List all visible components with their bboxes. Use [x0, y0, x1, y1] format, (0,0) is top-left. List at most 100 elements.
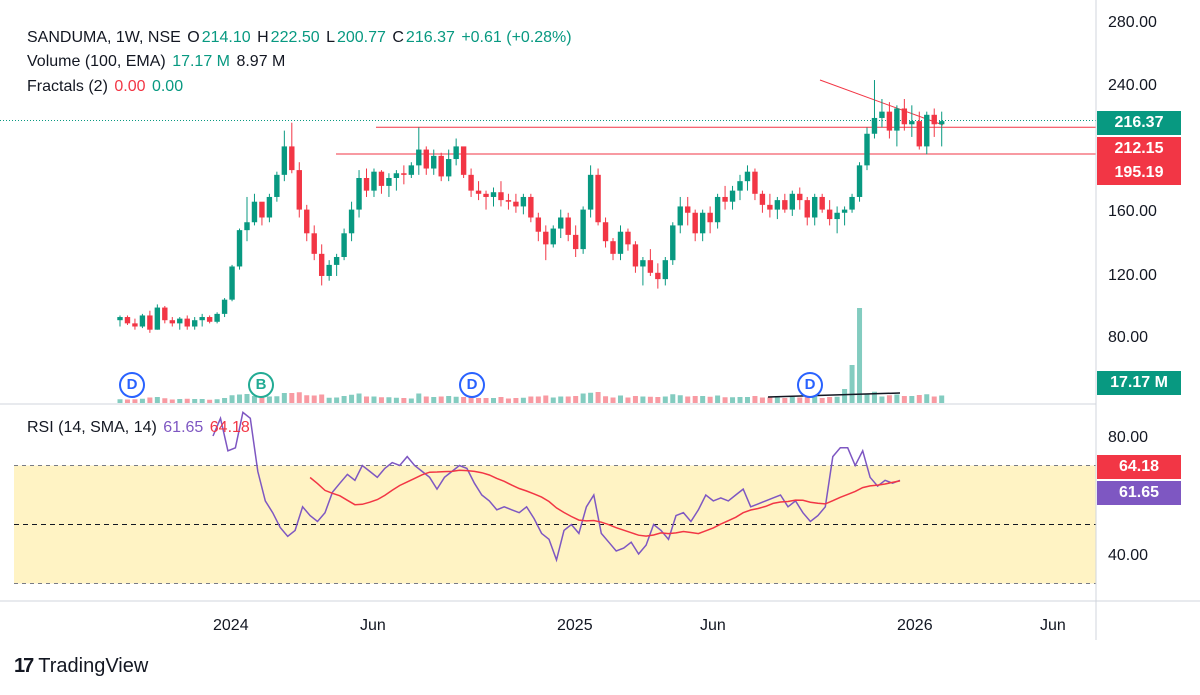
candle[interactable] — [670, 222, 676, 265]
candle[interactable] — [214, 312, 220, 324]
candle[interactable] — [162, 305, 168, 324]
candle[interactable] — [729, 185, 736, 210]
candle[interactable] — [408, 162, 415, 178]
candle[interactable] — [296, 162, 302, 218]
candle[interactable] — [244, 196, 250, 242]
candle[interactable] — [909, 105, 915, 137]
candle[interactable] — [498, 181, 504, 207]
candle[interactable] — [528, 193, 534, 223]
rsi-legend[interactable]: RSI (14, SMA, 14) 61.65 64.18 — [27, 418, 252, 438]
candle[interactable] — [931, 108, 937, 137]
candle[interactable] — [901, 99, 908, 131]
candle[interactable] — [625, 228, 631, 251]
candle[interactable] — [199, 313, 205, 327]
candle[interactable] — [281, 130, 288, 182]
candle[interactable] — [774, 196, 781, 220]
candle[interactable] — [714, 193, 721, 229]
candle[interactable] — [460, 146, 467, 178]
candle[interactable] — [826, 200, 833, 226]
candle[interactable] — [483, 190, 489, 210]
candle[interactable] — [154, 304, 161, 330]
candle[interactable] — [886, 102, 893, 139]
candle[interactable] — [797, 187, 803, 210]
candle[interactable] — [468, 168, 474, 197]
candle[interactable] — [139, 313, 146, 329]
candle[interactable] — [266, 193, 273, 223]
candle[interactable] — [192, 317, 198, 330]
bonus-marker[interactable]: B — [248, 372, 274, 398]
candle[interactable] — [520, 193, 527, 215]
candle[interactable] — [804, 196, 810, 226]
candle[interactable] — [677, 196, 683, 234]
candle[interactable] — [169, 317, 175, 327]
candle[interactable] — [916, 111, 922, 150]
candle[interactable] — [184, 315, 190, 330]
candle[interactable] — [259, 201, 265, 226]
candle[interactable] — [849, 193, 855, 213]
candle[interactable] — [229, 264, 235, 302]
candle[interactable] — [274, 171, 280, 202]
dividend-marker[interactable]: D — [459, 372, 485, 398]
candle[interactable] — [655, 263, 661, 289]
candle[interactable] — [543, 225, 549, 261]
dividend-marker[interactable]: D — [119, 372, 145, 398]
candle[interactable] — [767, 193, 773, 218]
candle[interactable] — [939, 111, 945, 147]
candle[interactable] — [236, 228, 243, 270]
candle[interactable] — [206, 315, 213, 324]
candle[interactable] — [864, 127, 870, 171]
candle[interactable] — [692, 209, 698, 242]
candle[interactable] — [535, 212, 542, 242]
price-candles[interactable] — [117, 80, 945, 333]
candle[interactable] — [453, 138, 459, 166]
candle[interactable] — [812, 193, 818, 226]
candle[interactable] — [894, 105, 900, 147]
candle[interactable] — [595, 168, 601, 226]
candle[interactable] — [431, 149, 437, 175]
candle[interactable] — [371, 168, 377, 197]
branding[interactable]: 17 TradingView — [14, 655, 148, 678]
candle[interactable] — [221, 298, 228, 318]
candle[interactable] — [782, 193, 788, 213]
candle[interactable] — [856, 162, 863, 202]
candle[interactable] — [363, 168, 370, 197]
candle[interactable] — [610, 238, 616, 261]
candle[interactable] — [341, 228, 347, 261]
fractals-legend[interactable]: Fractals (2) 0.00 0.00 — [27, 77, 185, 97]
candle[interactable] — [558, 209, 564, 239]
candle[interactable] — [289, 122, 295, 174]
candle[interactable] — [326, 260, 332, 281]
candle[interactable] — [513, 193, 519, 213]
candle[interactable] — [819, 193, 825, 213]
candle[interactable] — [587, 165, 594, 218]
candle[interactable] — [871, 80, 878, 139]
candle[interactable] — [490, 187, 497, 207]
candle[interactable] — [647, 249, 654, 276]
candle[interactable] — [475, 181, 482, 201]
candle[interactable] — [386, 173, 392, 197]
candle[interactable] — [378, 170, 385, 194]
candle[interactable] — [311, 225, 317, 261]
candle[interactable] — [879, 99, 885, 128]
candle[interactable] — [251, 193, 258, 226]
candle[interactable] — [393, 170, 400, 191]
candle[interactable] — [565, 212, 571, 242]
candle[interactable] — [438, 152, 444, 182]
candle[interactable] — [124, 315, 131, 325]
candle[interactable] — [640, 257, 646, 286]
candle[interactable] — [662, 257, 669, 286]
candle[interactable] — [304, 204, 310, 242]
candle[interactable] — [132, 318, 138, 330]
candle[interactable] — [117, 315, 123, 327]
dividend-marker[interactable]: D — [797, 372, 823, 398]
candle[interactable] — [744, 165, 751, 191]
candle[interactable] — [841, 206, 848, 226]
candle[interactable] — [550, 225, 556, 248]
candle[interactable] — [147, 310, 153, 333]
candle[interactable] — [445, 149, 452, 182]
candle[interactable] — [348, 201, 355, 242]
candle[interactable] — [356, 170, 362, 218]
candle[interactable] — [318, 244, 325, 286]
candle[interactable] — [580, 206, 586, 254]
